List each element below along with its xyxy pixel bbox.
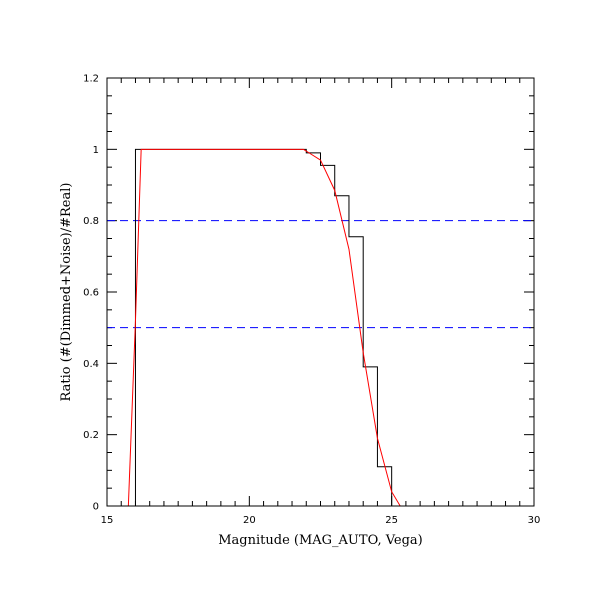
y-tick-label: 1.2 <box>83 74 99 85</box>
y-tick-label: 0 <box>93 502 99 513</box>
x-tick-label: 30 <box>528 515 541 526</box>
reference-lines <box>107 220 534 329</box>
y-tick-label: 0.8 <box>83 216 99 227</box>
plot-frame <box>106 77 535 507</box>
y-tick-label: 0.4 <box>83 359 99 370</box>
y-tick-label: 1 <box>93 145 99 156</box>
tick-marks <box>106 77 535 507</box>
x-tick-label: 20 <box>243 515 256 526</box>
y-axis-label: Ratio (#(Dimmed+Noise)/#Real) <box>59 183 74 402</box>
y-tick-label: 0.6 <box>83 288 99 299</box>
tick-labels: 15 20 25 30 0 0.2 0.4 0.6 0.8 1 1.2 <box>83 74 540 527</box>
y-tick-label: 0.2 <box>83 430 99 441</box>
x-tick-label: 25 <box>385 515 398 526</box>
x-axis-label: Magnitude (MAG_AUTO, Vega) <box>218 533 423 548</box>
x-tick-label: 15 <box>101 515 114 526</box>
